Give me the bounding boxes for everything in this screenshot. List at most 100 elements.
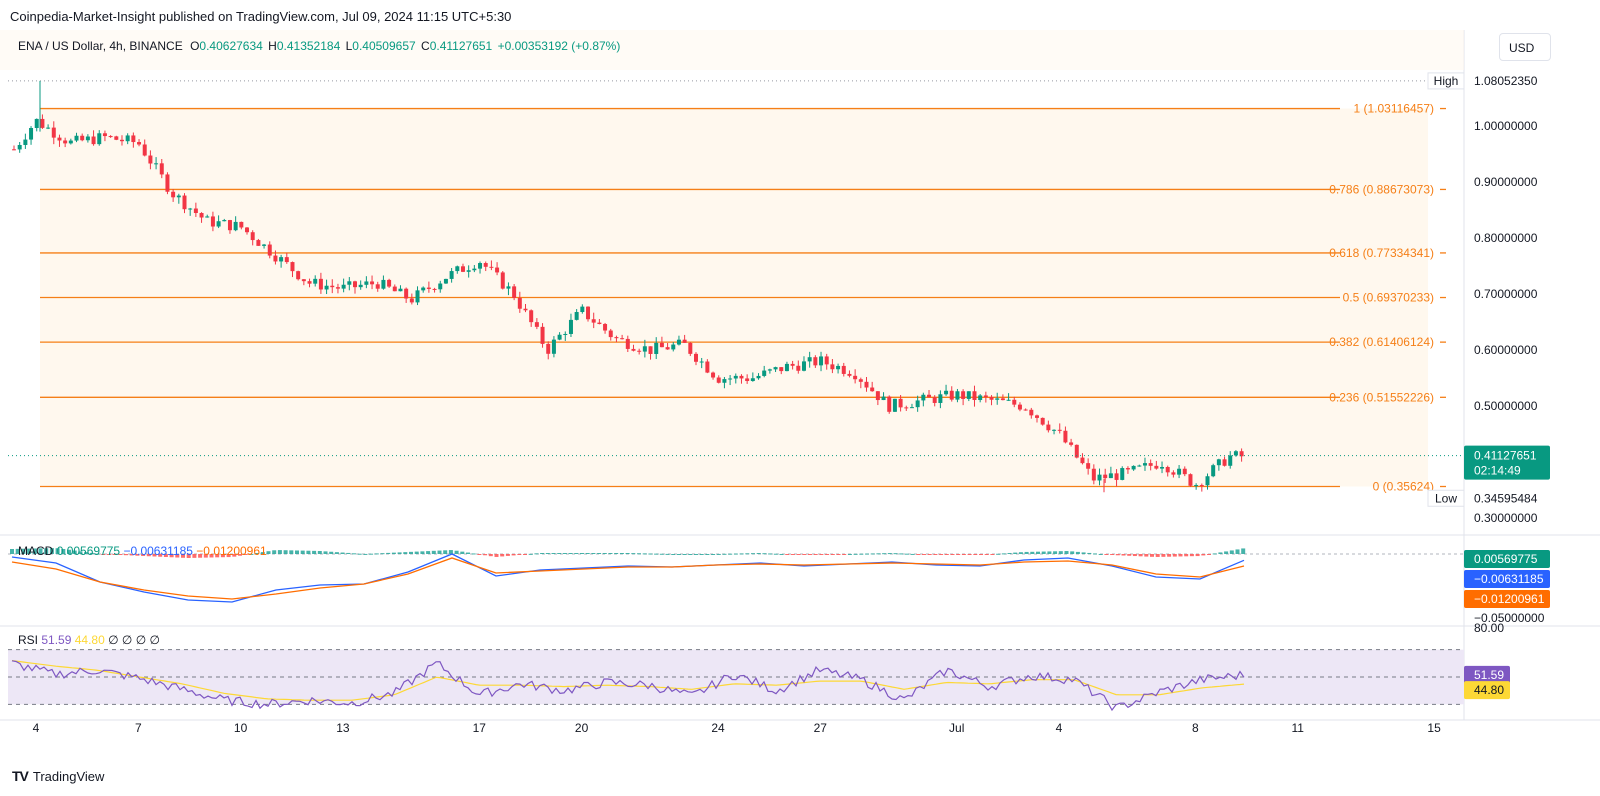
macd-histogram-bar [346,552,351,554]
macd-histogram-bar [602,553,607,554]
candle-body [449,271,454,279]
macd-histogram-bar [648,553,653,555]
macd-histogram-bar [67,549,71,554]
rsi-empty-1: ∅ [108,633,119,647]
symbol-legend[interactable]: ENA / US Dollar, 4h, BINANCE O0.40627634… [18,39,620,53]
candle-body [478,263,483,269]
candle-body [1216,459,1221,466]
rsi-label[interactable]: RSI [18,633,39,647]
candle-body [148,155,153,164]
macd-histogram-bar [773,553,778,555]
macd-histogram-bar [825,554,830,555]
rsi-line[interactable] [11,660,1245,712]
macd-signal-line[interactable] [11,557,1245,600]
candle-body [966,391,971,399]
macd-histogram-bar [32,548,37,554]
low-value: 0.40509657 [352,39,416,53]
candle-body [296,271,301,280]
macd-histogram-bar [876,553,881,555]
candle-body [881,396,886,401]
candle-body [603,323,608,331]
candle-body [358,284,363,288]
candle-body [279,257,284,262]
candle-body [250,232,255,241]
macd-histogram-bar [357,553,362,555]
candle-body [1148,463,1153,466]
time-axis-tick: 10 [234,721,248,735]
candle-body [1222,459,1227,466]
macd-histogram-bar [1155,554,1160,557]
candle-body [375,284,380,289]
symbol-title[interactable]: ENA / US Dollar, 4h, BINANCE [18,39,183,53]
candle-body [318,278,323,290]
macd-line[interactable] [11,553,1245,603]
macd-histogram-bar [551,553,556,554]
candle-body [193,208,198,214]
candle-body [665,347,670,350]
macd-histogram-bar [545,553,550,554]
macd-histogram-bar [277,550,282,554]
macd-histogram-bar [186,554,191,558]
macd-histogram-bar [642,553,647,555]
candle-body [108,136,113,138]
low-badge [1427,489,1465,507]
candle-body [779,367,784,372]
macd-histogram-bar [1030,551,1035,554]
candle-body [1091,468,1096,481]
macd-histogram-bar [226,554,231,558]
candle-body [529,310,534,323]
candle-body [512,286,517,298]
chart-area[interactable]: 1 (1.03116457) 0.786 (0.88673073) 0.618 (0… [0,30,1600,758]
candle-body [1233,451,1238,456]
candle-body [745,378,750,382]
candle-body [1040,417,1045,425]
tradingview-logo[interactable]: TV TradingView [12,768,104,784]
candle-body [472,268,477,271]
time-axis-tick: 15 [1427,721,1441,735]
macd-histogram-bar [44,548,49,554]
macd-histogram-bar [580,553,584,554]
open-value: 0.40627634 [199,39,263,53]
candle-body [262,244,267,246]
macd-label[interactable]: MACD [18,544,54,558]
macd-histogram-bar [939,554,944,555]
candle-body [762,370,767,376]
candle-body [17,144,22,150]
candle-body [995,398,1000,400]
macd-legend[interactable]: MACD 0.00569775 −0.00631185 −0.01200961 [18,544,267,558]
rsi-empty-2: ∅ [121,633,133,647]
chart-canvas[interactable]: 1 (1.03116457) 0.786 (0.88673073) 0.618 (0… [0,30,1600,758]
macd-histogram-bar [996,553,1001,555]
candle-body [1177,468,1182,475]
candle-body [620,338,625,340]
candle-body [1142,463,1147,466]
macd-histogram-bar [118,554,123,555]
candle-body [961,391,966,399]
macd-histogram-bar [306,550,311,554]
candle-body [29,128,34,140]
candle-body [915,400,920,408]
macd-histogram-bar [1081,552,1086,554]
candle-body [1006,399,1011,401]
fib-level-label: 0.618 (0.77334341) [1329,246,1434,260]
macd-histogram-bar [106,554,111,555]
macd-histogram-bar [255,553,260,555]
macd-histogram-bar [796,554,801,555]
candle-body [1199,485,1204,487]
candle-body [364,281,369,285]
candle-body [1165,466,1170,473]
fib-level-label: 0.5 (0.69370233) [1343,291,1434,305]
macd-histogram-bar [386,552,391,554]
currency-button[interactable]: USD [1499,33,1551,61]
macd-histogram-bar [209,554,214,558]
macd-histogram-bar [84,552,89,554]
time-axis-tick: 13 [336,721,350,735]
last-price-value: 0.41127651 [1474,449,1537,463]
rsi-legend[interactable]: RSI 51.59 44.80 ∅ ∅ ∅ ∅ [18,633,160,647]
macd-histogram-bar [494,554,499,557]
time-axis-tick: 20 [575,721,589,735]
candle-body [273,255,278,262]
candle-body [74,135,79,141]
macd-histogram-bar [95,553,100,555]
candle-body [313,278,318,284]
